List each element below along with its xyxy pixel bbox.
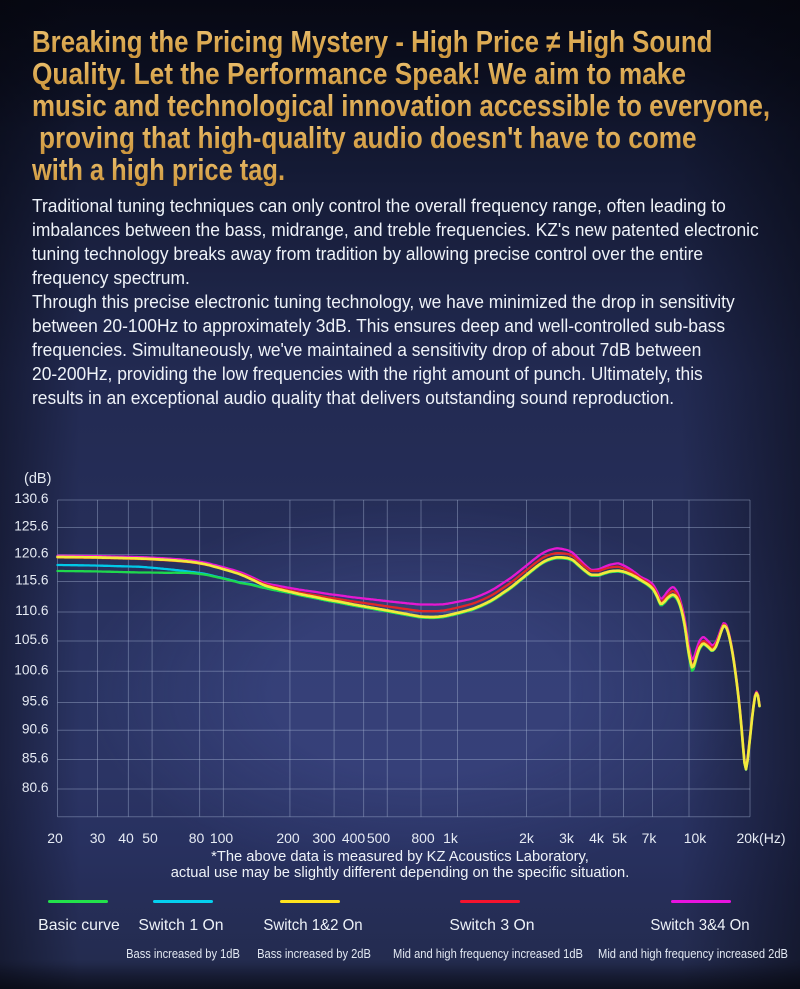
svg-text:40: 40 bbox=[118, 830, 134, 846]
svg-text:115.6: 115.6 bbox=[15, 573, 49, 588]
svg-text:100.6: 100.6 bbox=[14, 662, 49, 677]
svg-text:80.6: 80.6 bbox=[22, 780, 49, 795]
svg-text:800: 800 bbox=[411, 830, 435, 846]
svg-text:50: 50 bbox=[142, 830, 158, 846]
svg-text:30: 30 bbox=[90, 830, 106, 846]
svg-text:3k: 3k bbox=[559, 830, 575, 846]
svg-text:(dB): (dB) bbox=[24, 471, 51, 487]
svg-text:95.6: 95.6 bbox=[22, 694, 49, 709]
svg-text:80: 80 bbox=[189, 830, 205, 846]
svg-text:130.6: 130.6 bbox=[14, 491, 49, 506]
svg-text:85.6: 85.6 bbox=[22, 751, 49, 766]
svg-text:200: 200 bbox=[276, 830, 300, 846]
svg-text:125.6: 125.6 bbox=[14, 519, 49, 534]
svg-text:500: 500 bbox=[367, 830, 391, 846]
svg-text:2k: 2k bbox=[519, 830, 535, 846]
svg-text:300: 300 bbox=[312, 830, 336, 846]
svg-text:105.6: 105.6 bbox=[14, 632, 49, 647]
svg-text:90.6: 90.6 bbox=[22, 721, 49, 736]
svg-text:100: 100 bbox=[210, 830, 234, 846]
svg-text:4k: 4k bbox=[589, 830, 605, 846]
svg-text:20: 20 bbox=[47, 830, 63, 846]
svg-text:400: 400 bbox=[342, 830, 366, 846]
svg-text:5k: 5k bbox=[612, 830, 628, 846]
svg-text:20k(Hz): 20k(Hz) bbox=[736, 830, 785, 846]
svg-text:120.6: 120.6 bbox=[14, 546, 49, 561]
svg-text:1k: 1k bbox=[443, 830, 459, 846]
svg-text:7k: 7k bbox=[642, 830, 658, 846]
svg-text:10k: 10k bbox=[684, 830, 708, 846]
svg-text:110.6: 110.6 bbox=[15, 603, 49, 618]
